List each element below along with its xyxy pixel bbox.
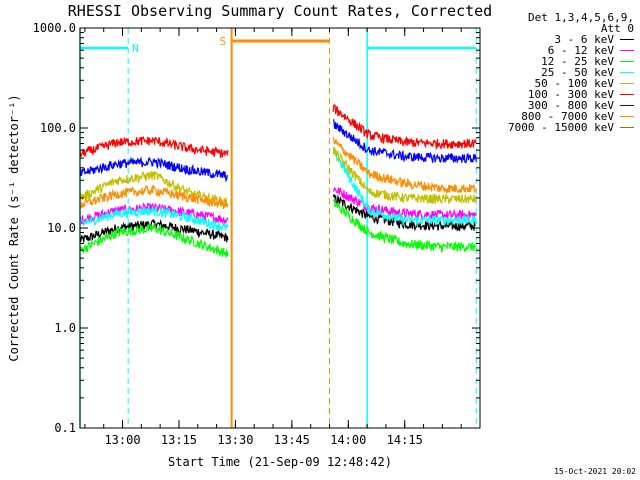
legend-entry: 300 - 800 keV [488, 100, 638, 111]
series-line-after [332, 147, 477, 227]
legend-swatch [620, 83, 634, 84]
legend-swatch [620, 72, 634, 73]
legend-entry: 25 - 50 keV [488, 67, 638, 78]
legend-swatch [620, 61, 634, 62]
legend-entry: 100 - 300 keV [488, 89, 638, 100]
legend-swatch [620, 116, 634, 117]
y-tick-label: 1.0 [54, 321, 76, 335]
chart-title: RHESSI Observing Summary Count Rates, Co… [68, 2, 492, 20]
series-line-after [332, 194, 477, 232]
y-axis-label: Corrected Count Rate (s⁻¹ detector⁻¹) [7, 94, 21, 361]
x-tick-label: 13:30 [217, 433, 253, 447]
legend-swatch [620, 39, 634, 40]
legend-entry: 6 - 12 keV [488, 45, 638, 56]
legend-header-line-1: Det 1,3,4,5,6,9, [528, 11, 634, 24]
series-line-after [332, 104, 477, 151]
legend-entry-label: 300 - 800 keV [527, 99, 614, 112]
x-tick-label: 13:45 [274, 433, 310, 447]
series-line-before [79, 170, 229, 208]
series-line-before [79, 183, 229, 210]
legend-swatch [620, 94, 634, 95]
legend-entry: 12 - 25 keV [488, 56, 638, 67]
series-line-before [79, 218, 229, 243]
x-tick-label: 14:00 [330, 433, 366, 447]
series-line-before [79, 204, 229, 233]
series-line-after [332, 198, 477, 254]
x-axis-label: Start Time (21-Sep-09 12:48:42) [168, 455, 392, 469]
legend-entry-label: 50 - 100 keV [534, 77, 614, 90]
series-line-after [332, 118, 477, 164]
legend-entry-label: 3 - 6 keV [554, 33, 614, 46]
legend-entry-label: 6 - 12 keV [547, 44, 614, 57]
axis-ticks: 0.1 1.0 10.0 100.0 1000.0 13:00 13:15 13:30 13:4… [33, 21, 480, 447]
legend-entry: 7000 - 15000 keV [488, 122, 638, 133]
series-line-after [332, 146, 477, 205]
x-tick-label: 13:00 [104, 433, 140, 447]
legend-entry-label: 25 - 50 keV [541, 66, 614, 79]
y-tick-label: 1000.0 [33, 21, 76, 35]
series-line-before [79, 223, 229, 258]
y-tick-label: 100.0 [40, 121, 76, 135]
legend-entry-label: 800 - 7000 keV [521, 110, 614, 123]
legend-header-line-2: Att 0 [600, 22, 634, 35]
legend-swatch [620, 127, 634, 128]
series-line-before [79, 156, 229, 183]
legend-entry-label: 100 - 300 keV [527, 88, 614, 101]
series-line-before [79, 135, 229, 158]
legend-entry-label: 7000 - 15000 keV [508, 121, 614, 134]
legend-entry: 800 - 7000 keV [488, 111, 638, 122]
y-tick-label: 10.0 [47, 221, 76, 235]
x-tick-label: 13:15 [161, 433, 197, 447]
legend-entry-label: 12 - 25 keV [541, 55, 614, 68]
series-line-after [332, 187, 477, 221]
legend-swatch [620, 50, 634, 51]
legend-entry: 3 - 6 keV [488, 34, 638, 45]
series-line-after [332, 136, 477, 194]
legend-entries: 3 - 6 keV 6 - 12 keV 12 - 25 keV 25 - 50 ke… [488, 34, 638, 133]
y-tick-label: 0.1 [54, 421, 76, 435]
region-label: N [132, 42, 139, 55]
region-label: S [220, 35, 227, 48]
plot-frame [79, 27, 481, 429]
legend: Det 1,3,4,5,6,9, Att 0 3 - 6 keV 6 - 12 k… [488, 12, 638, 133]
x-tick-label: 14:15 [387, 433, 423, 447]
legend-entry: 50 - 100 keV [488, 78, 638, 89]
series-lines [79, 104, 477, 258]
legend-swatch [620, 105, 634, 106]
footer-timestamp: 15-Oct-2021 20:02 [554, 467, 636, 476]
